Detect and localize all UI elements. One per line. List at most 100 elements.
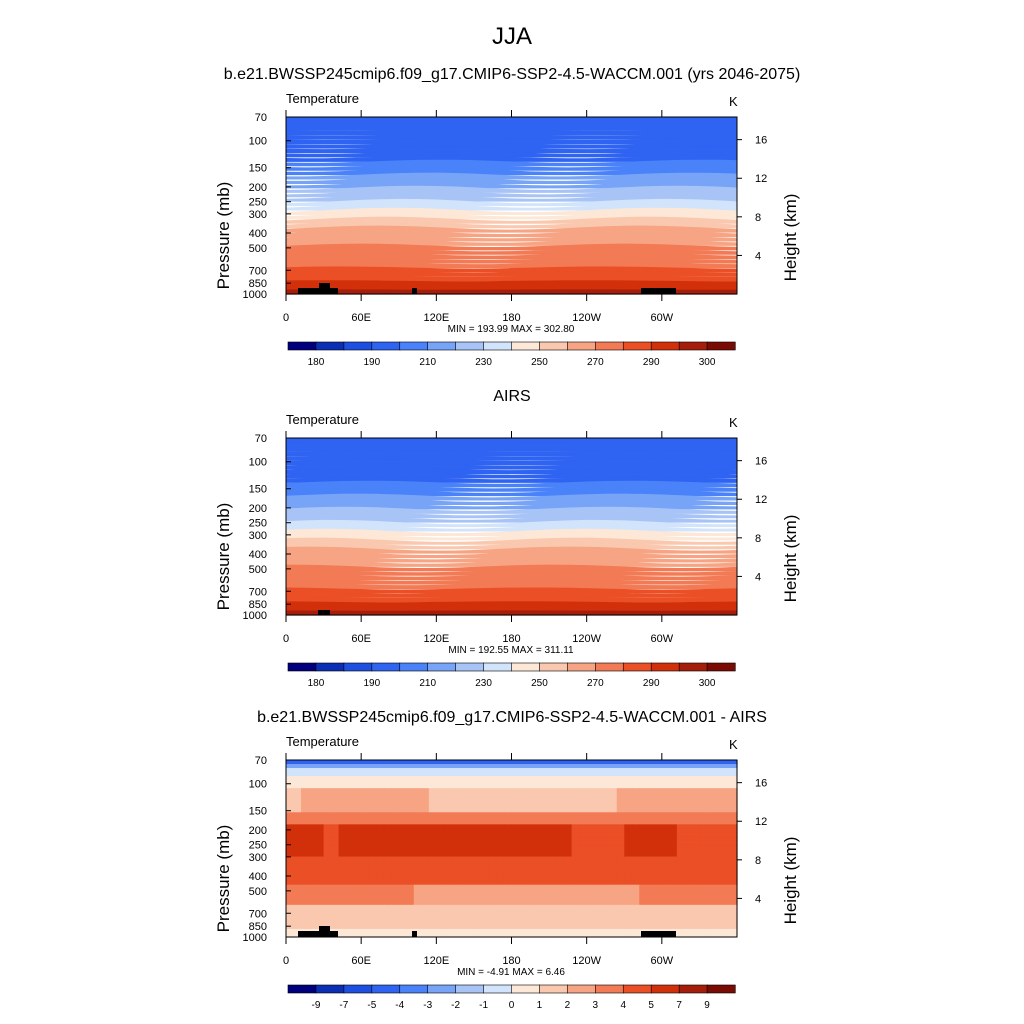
contour-cell	[316, 768, 325, 773]
contour-cell	[436, 812, 445, 817]
contour-cell	[293, 908, 302, 914]
contour-cell	[601, 924, 610, 930]
colorbar-label: 290	[643, 357, 660, 368]
contour-cell	[639, 884, 648, 890]
contour-cell	[654, 832, 663, 838]
contour-cell	[293, 928, 302, 934]
contour-cell	[308, 876, 317, 882]
contour-cell	[526, 928, 535, 934]
colorbar-box	[287, 662, 317, 672]
contour-cell	[376, 828, 385, 834]
contour-cell	[549, 932, 558, 938]
contour-cell	[654, 804, 663, 809]
contour-cell	[549, 896, 558, 902]
contour-cell	[466, 796, 475, 801]
contour-cell	[669, 772, 678, 777]
contour-cell	[443, 888, 452, 894]
contour-cell	[383, 856, 392, 862]
contour-cell	[338, 856, 347, 862]
contour-cell	[488, 816, 498, 821]
colorbar-label: 1	[537, 1000, 543, 1011]
contour-cell	[316, 832, 325, 838]
contour-cell	[368, 912, 377, 918]
contour-cell	[721, 764, 731, 769]
contour-cell	[466, 860, 475, 866]
contour-cell	[631, 816, 640, 821]
contour-cell	[323, 828, 332, 834]
contour-cell	[421, 800, 430, 805]
contour-cell	[391, 844, 400, 850]
contour-cell	[316, 824, 325, 829]
contour-cell	[631, 760, 640, 765]
contour-cell	[676, 864, 685, 870]
contour-cell	[488, 868, 498, 874]
contour-cell	[488, 908, 498, 914]
contour-cell	[669, 776, 678, 781]
contour-cell	[503, 900, 513, 906]
contour-cell	[383, 876, 392, 882]
contour-cell	[541, 852, 550, 858]
contour-cell	[534, 788, 543, 793]
contour-cell	[413, 776, 422, 781]
contour-cell	[503, 884, 513, 890]
contour-cell	[458, 832, 467, 838]
contour-cell	[639, 808, 648, 813]
contour-cell	[481, 872, 490, 878]
contour-cell	[316, 780, 325, 785]
contour-cell	[413, 852, 422, 858]
contour-band	[286, 261, 737, 269]
contour-cell	[721, 932, 731, 938]
contour-cell	[436, 892, 445, 898]
contour-cell	[308, 872, 317, 878]
contour-cell	[586, 872, 595, 878]
contour-cell	[436, 804, 445, 809]
contour-cell	[571, 764, 580, 769]
contour-cell	[398, 776, 407, 781]
contour-cell	[676, 828, 685, 834]
contour-cell	[488, 856, 498, 862]
contour-cell	[624, 876, 633, 882]
contour-cell	[286, 916, 295, 922]
contour-cell	[549, 868, 558, 874]
contour-cell	[331, 816, 340, 821]
contour-cell	[609, 900, 618, 906]
contour-cell	[669, 848, 678, 854]
contour-band	[286, 134, 737, 140]
contour-cell	[368, 844, 377, 850]
contour-cell	[293, 888, 302, 894]
contour-cell	[646, 764, 655, 769]
contour-cell	[383, 908, 392, 914]
contour-cell	[503, 916, 513, 922]
contour-cell	[391, 856, 400, 862]
contour-cell	[488, 900, 498, 906]
contour-cell	[699, 912, 708, 918]
contour-cell	[481, 784, 490, 789]
contour-cell	[519, 880, 528, 886]
contour-cell	[361, 760, 370, 765]
contour-cell	[496, 796, 505, 801]
contour-cell	[458, 892, 467, 898]
contour-cell	[714, 764, 723, 769]
contour-cell	[331, 820, 340, 825]
contour-cell	[609, 932, 618, 938]
contour-cell	[691, 876, 701, 882]
contour-cell	[346, 760, 355, 765]
contour-cell	[624, 792, 633, 797]
contour-cell	[451, 776, 460, 781]
contour-cell	[684, 824, 693, 829]
contour-cell	[541, 916, 550, 922]
contour-cell	[473, 912, 483, 918]
contour-band	[286, 280, 737, 286]
contour-cell	[684, 808, 693, 813]
contour-cell	[331, 888, 340, 894]
contour-cell	[586, 768, 595, 773]
pressure-tick-label: 700	[249, 265, 267, 277]
contour-cell	[669, 888, 678, 894]
contour-cell	[556, 800, 565, 805]
contour-cell	[519, 848, 528, 854]
contour-cell	[691, 864, 701, 870]
contour-cell	[488, 872, 498, 878]
contour-cell	[346, 932, 355, 938]
contour-cell	[323, 804, 332, 809]
contour-cell	[654, 848, 663, 854]
